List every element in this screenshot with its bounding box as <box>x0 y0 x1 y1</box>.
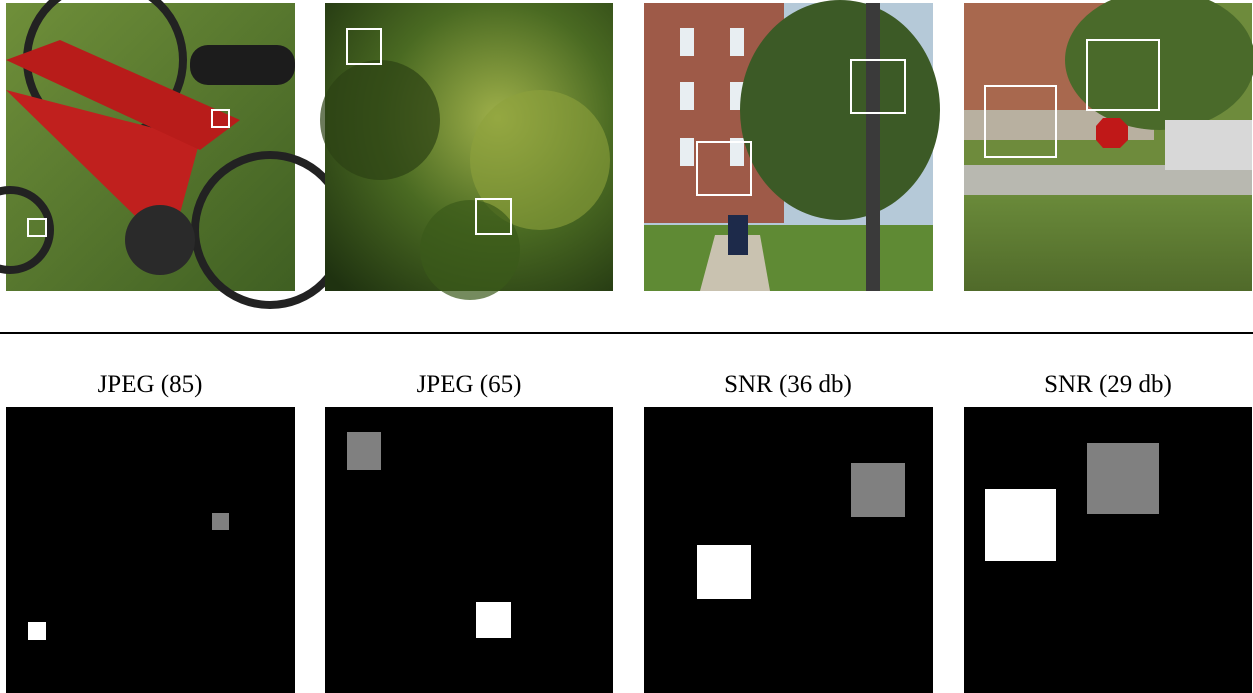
photo-bicycle <box>0 0 349 309</box>
caption: SNR (36 db) <box>724 371 852 398</box>
mask <box>6 407 295 693</box>
photo-lawn <box>964 0 1253 291</box>
mask <box>644 407 933 693</box>
mask <box>325 407 613 693</box>
photo-foliage <box>320 3 613 300</box>
caption: JPEG (65) <box>417 371 522 398</box>
mask <box>964 407 1252 693</box>
photo-campus <box>644 0 940 291</box>
caption: SNR (29 db) <box>1044 371 1172 398</box>
caption: JPEG (85) <box>98 371 203 398</box>
